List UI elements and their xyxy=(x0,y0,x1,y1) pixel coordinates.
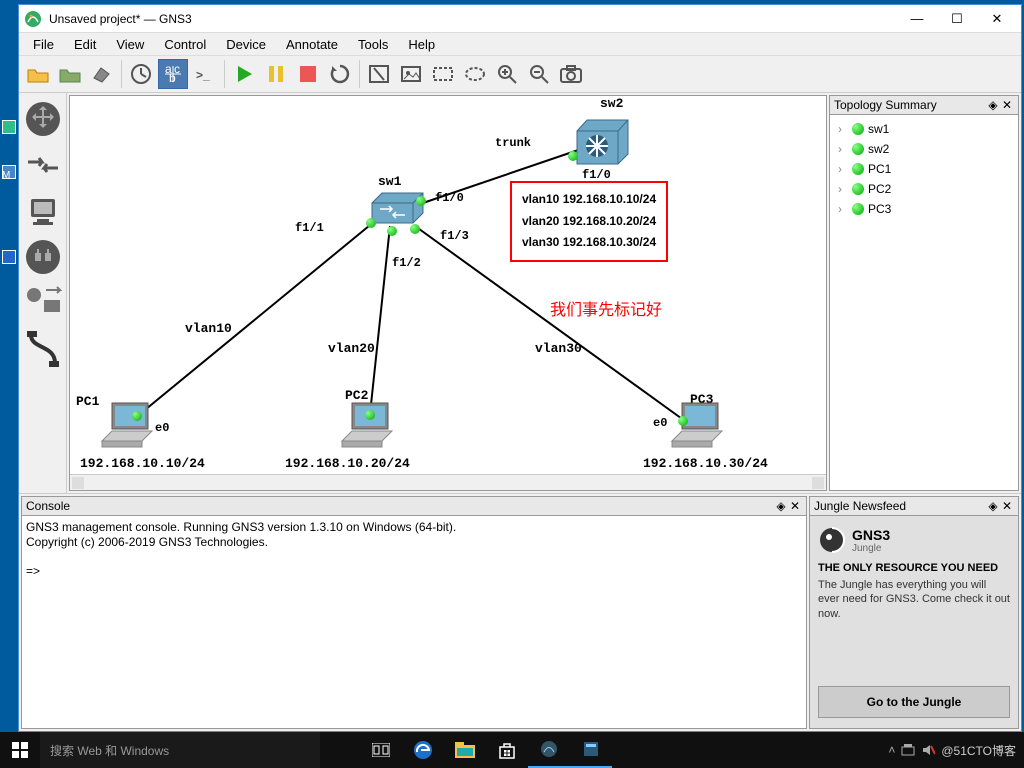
panel-undock-icon[interactable]: ◈ xyxy=(774,499,788,513)
tree-item[interactable]: ›sw2 xyxy=(834,139,1014,159)
status-dot-icon xyxy=(852,203,864,215)
tree-item[interactable]: ›PC2 xyxy=(834,179,1014,199)
panel-title: Jungle Newsfeed xyxy=(814,499,906,513)
console-panel: Console ◈ ✕ GNS3 management console. Run… xyxy=(21,496,807,729)
routers-category-icon[interactable] xyxy=(23,99,63,139)
topology-canvas[interactable]: sw1 sw2 PC1 192.168.10.10/24 P xyxy=(70,96,826,474)
status-dot-icon xyxy=(852,163,864,175)
screenshot-icon[interactable] xyxy=(556,59,586,89)
open-project-icon[interactable] xyxy=(55,59,85,89)
switches-category-icon[interactable] xyxy=(23,145,63,185)
store-icon[interactable] xyxy=(486,732,528,768)
topology-tree: ›sw1 ›sw2 ›PC1 ›PC2 ›PC3 xyxy=(829,115,1019,491)
menu-annotate[interactable]: Annotate xyxy=(278,35,346,54)
go-to-jungle-button[interactable]: Go to the Jungle xyxy=(818,686,1010,718)
tree-item[interactable]: ›PC3 xyxy=(834,199,1014,219)
console-output[interactable]: GNS3 management console. Running GNS3 ve… xyxy=(21,516,807,729)
stop-icon[interactable] xyxy=(293,59,323,89)
status-dot-icon xyxy=(852,183,864,195)
volume-tray-icon[interactable] xyxy=(921,743,935,757)
snapshot-icon[interactable] xyxy=(126,59,156,89)
ellipse-icon[interactable] xyxy=(460,59,490,89)
topology-summary-panel: Topology Summary ◈ ✕ ›sw1 ›sw2 ›PC1 ›PC2… xyxy=(829,95,1019,491)
console-icon[interactable]: >_ xyxy=(190,59,220,89)
windows-taskbar: 搜索 Web 和 Windows ˄ @51CTO博客 xyxy=(0,732,1024,768)
show-labels-icon[interactable]: acb xyxy=(158,59,188,89)
menubar: File Edit View Control Device Annotate T… xyxy=(19,33,1021,55)
window-title: Unsaved project* — GNS3 xyxy=(49,12,897,26)
port-status-dot xyxy=(568,151,578,161)
horizontal-scrollbar[interactable] xyxy=(70,474,826,490)
network-tray-icon[interactable] xyxy=(901,743,915,757)
app-icon[interactable] xyxy=(570,732,612,768)
toolbar: acb >_ xyxy=(19,55,1021,93)
rectangle-icon[interactable] xyxy=(428,59,458,89)
port-status-dot xyxy=(678,416,688,426)
save-project-icon[interactable] xyxy=(87,59,117,89)
edge-icon[interactable] xyxy=(402,732,444,768)
new-project-icon[interactable] xyxy=(23,59,53,89)
minimize-button[interactable]: — xyxy=(897,6,937,32)
menu-device[interactable]: Device xyxy=(218,35,274,54)
status-dot-icon xyxy=(852,123,864,135)
panel-undock-icon[interactable]: ◈ xyxy=(986,98,1000,112)
svg-text:>_: >_ xyxy=(196,68,210,82)
all-devices-category-icon[interactable] xyxy=(23,283,63,323)
end-devices-category-icon[interactable] xyxy=(23,191,63,231)
explorer-icon[interactable] xyxy=(444,732,486,768)
panel-title: Console xyxy=(26,499,70,513)
menu-tools[interactable]: Tools xyxy=(350,35,396,54)
close-button[interactable]: ✕ xyxy=(977,6,1017,32)
menu-help[interactable]: Help xyxy=(400,35,443,54)
gns3-jungle-logo: GNS3Jungle xyxy=(818,526,1010,554)
tray-up-icon[interactable]: ˄ xyxy=(888,743,895,757)
taskbar-search[interactable]: 搜索 Web 和 Windows xyxy=(40,732,320,768)
maximize-button[interactable]: ☐ xyxy=(937,6,977,32)
annotate-note-icon[interactable] xyxy=(364,59,394,89)
port-status-dot xyxy=(416,196,426,206)
workspace: sw1 sw2 PC1 192.168.10.10/24 P xyxy=(69,95,827,491)
add-link-icon[interactable] xyxy=(23,329,63,369)
newsfeed-panel: Jungle Newsfeed ◈ ✕ GNS3Jungle THE ONLY … xyxy=(809,496,1019,729)
panel-title: Topology Summary xyxy=(834,98,937,112)
panel-close-icon[interactable]: ✕ xyxy=(1000,98,1014,112)
pause-icon[interactable] xyxy=(261,59,291,89)
news-body-text: The Jungle has everything you will ever … xyxy=(818,578,1010,674)
task-view-icon[interactable] xyxy=(360,732,402,768)
status-dot-icon xyxy=(852,143,864,155)
panel-close-icon[interactable]: ✕ xyxy=(1000,499,1014,513)
node-pc3[interactable] xyxy=(670,401,725,454)
app-window: Unsaved project* — GNS3 — ☐ ✕ File Edit … xyxy=(18,4,1022,732)
tree-item[interactable]: ›PC1 xyxy=(834,159,1014,179)
tree-item[interactable]: ›sw1 xyxy=(834,119,1014,139)
insert-image-icon[interactable] xyxy=(396,59,426,89)
reload-icon[interactable] xyxy=(325,59,355,89)
menu-edit[interactable]: Edit xyxy=(66,35,104,54)
port-status-dot xyxy=(132,411,142,421)
port-status-dot xyxy=(366,218,376,228)
titlebar: Unsaved project* — GNS3 — ☐ ✕ xyxy=(19,5,1021,33)
zoom-in-icon[interactable] xyxy=(492,59,522,89)
port-status-dot xyxy=(410,224,420,234)
security-category-icon[interactable] xyxy=(23,237,63,277)
panel-undock-icon[interactable]: ◈ xyxy=(986,499,1000,513)
node-sw2[interactable] xyxy=(575,116,630,169)
system-tray[interactable]: ˄ @51CTO博客 xyxy=(880,742,1024,759)
news-headline: THE ONLY RESOURCE YOU NEED xyxy=(818,562,1010,574)
start-button[interactable] xyxy=(0,732,40,768)
menu-control[interactable]: Control xyxy=(156,35,214,54)
app-logo-icon xyxy=(23,9,43,29)
play-icon[interactable] xyxy=(229,59,259,89)
node-pc1[interactable] xyxy=(100,401,155,454)
menu-view[interactable]: View xyxy=(108,35,152,54)
menu-file[interactable]: File xyxy=(25,35,62,54)
node-pc2[interactable] xyxy=(340,401,395,454)
port-status-dot xyxy=(387,226,397,236)
port-status-dot xyxy=(365,410,375,420)
watermark: @51CTO博客 xyxy=(941,742,1016,759)
device-toolbar xyxy=(19,93,67,493)
panel-close-icon[interactable]: ✕ xyxy=(788,499,802,513)
zoom-out-icon[interactable] xyxy=(524,59,554,89)
app-icon[interactable] xyxy=(528,732,570,768)
